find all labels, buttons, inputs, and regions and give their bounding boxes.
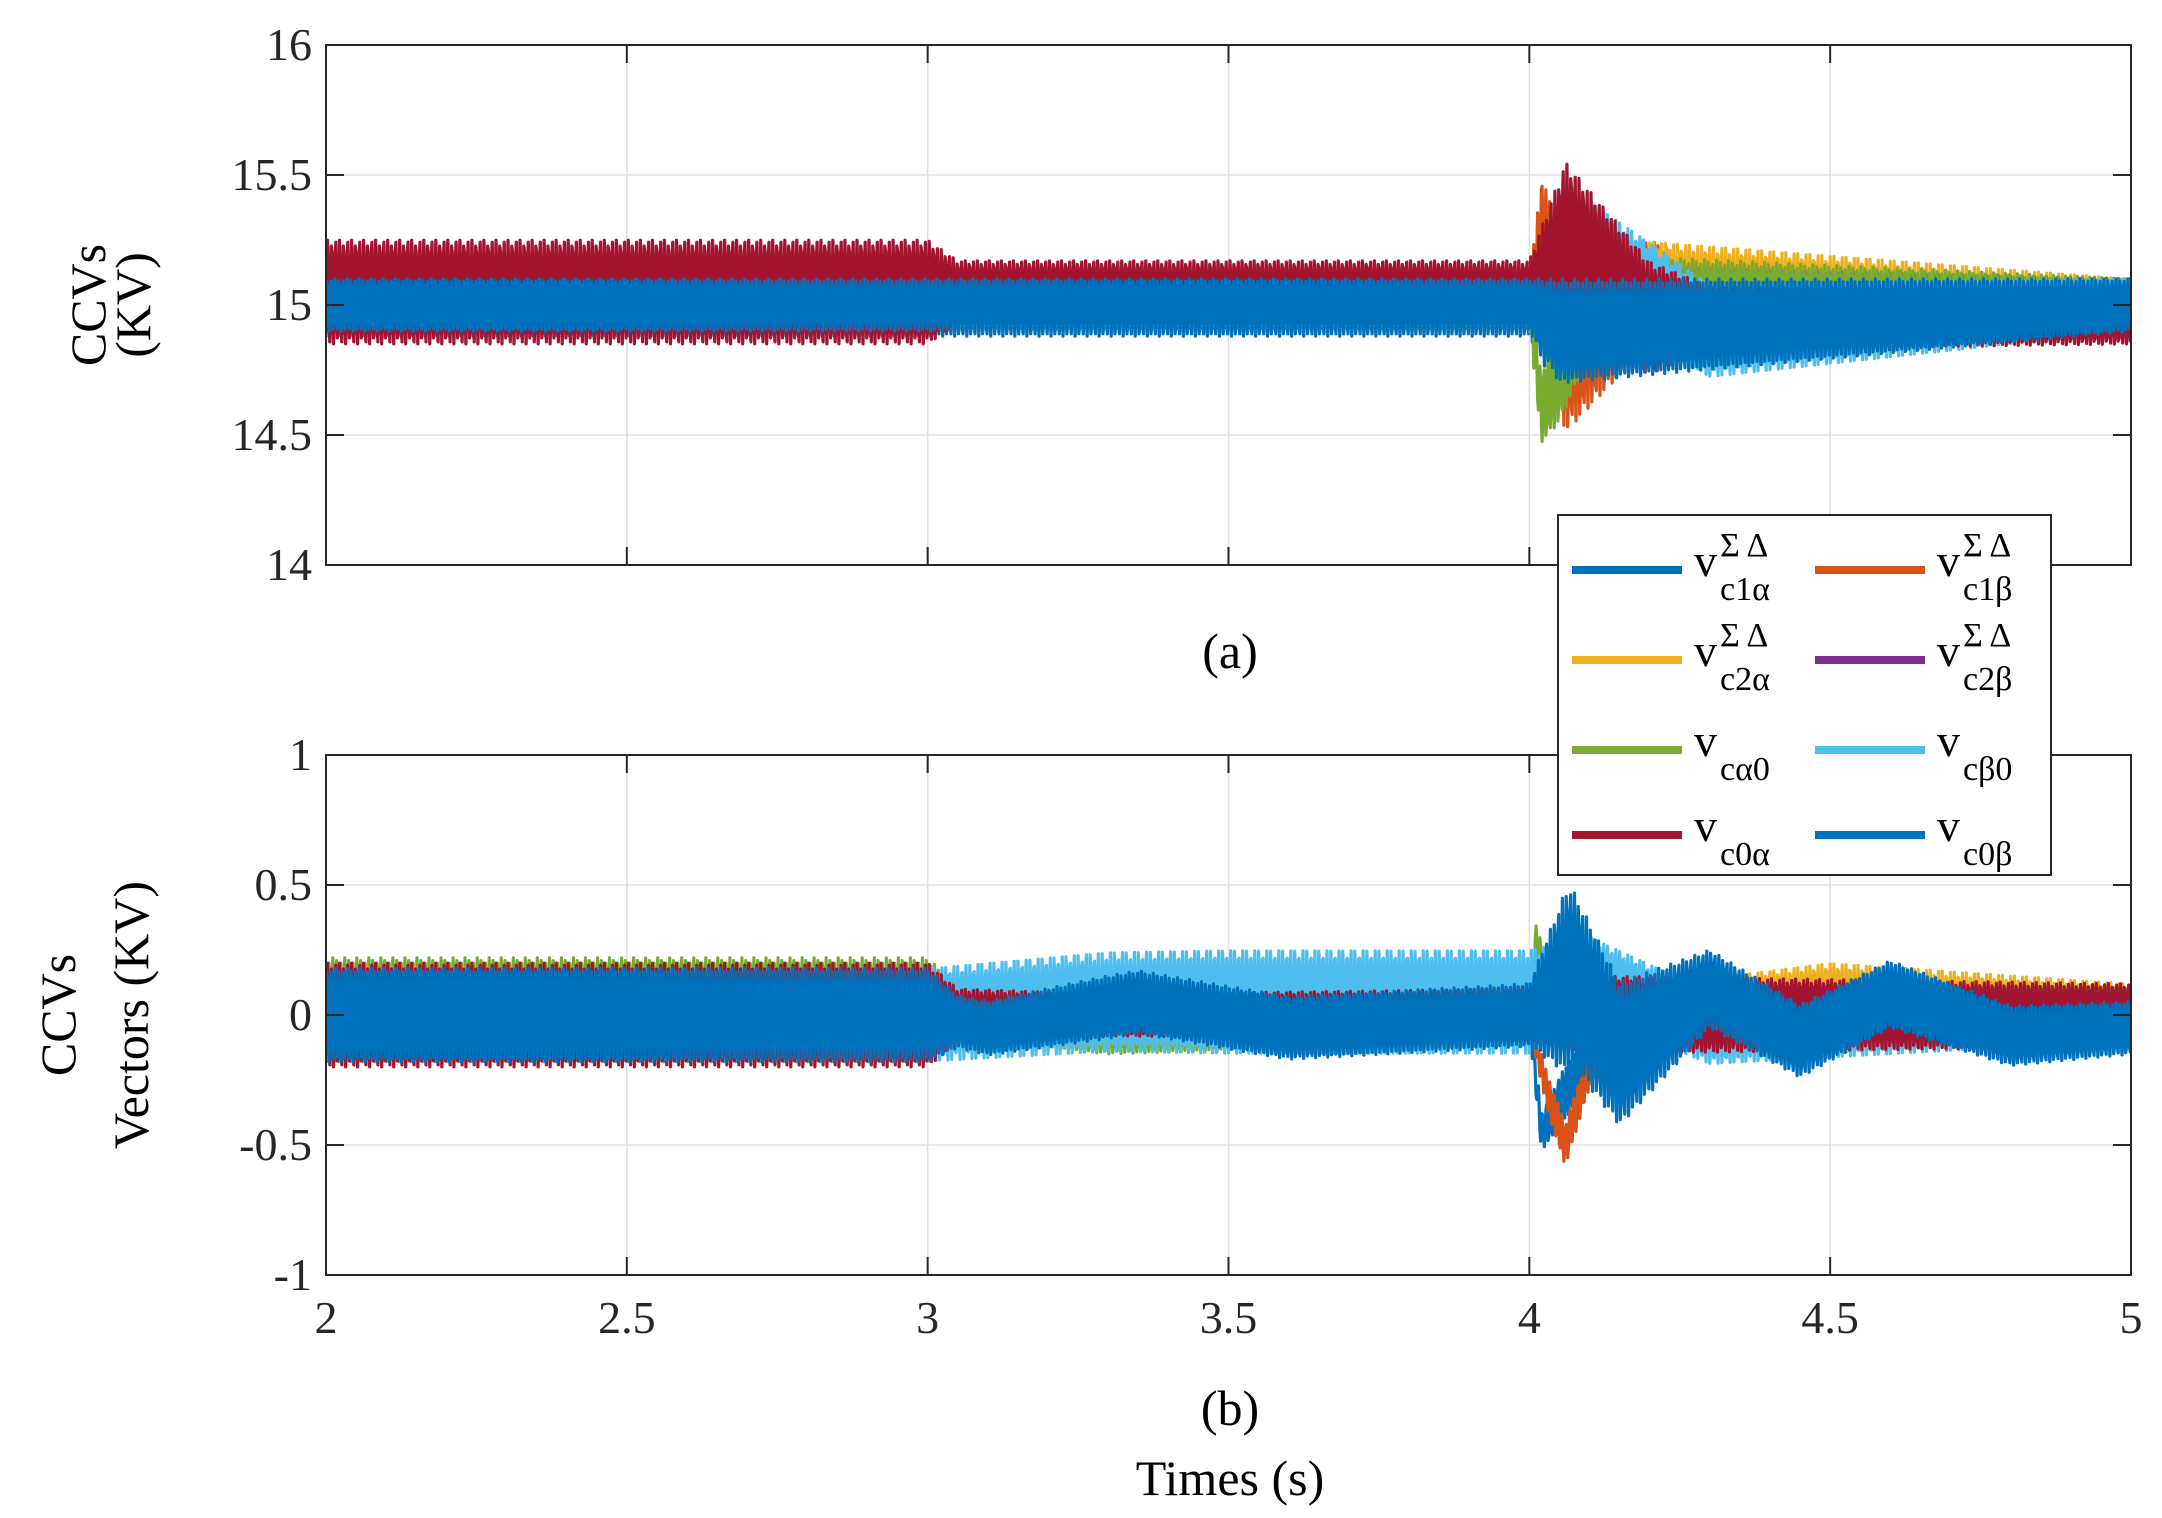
legend-label-2: v: [1694, 625, 1717, 676]
panel-a-series-7: [326, 277, 2131, 384]
panel-b-xtick-label: 4: [1518, 1292, 1541, 1343]
legend-label-0: v: [1694, 535, 1717, 586]
panel-b-xtick-label: 3.5: [1200, 1292, 1258, 1343]
panel-b-xtick-label: 4.5: [1801, 1292, 1859, 1343]
legend-label-1: v: [1937, 535, 1960, 586]
panel-a-ytick-label: 16: [266, 19, 312, 70]
panel-b-ticks: 2 2.5 3 3.5 4 4.5 5 -1 -0.5 0 0.5 1: [239, 729, 2142, 1343]
panel-a-caption: (a): [1202, 623, 1258, 679]
panel-b-xtick-label: 2.5: [598, 1292, 656, 1343]
legend-sub-3: c2β: [1963, 661, 2012, 698]
legend-label-4: v: [1694, 715, 1717, 766]
panel-a-ylabel-line2: (KV): [105, 252, 161, 358]
panel-b-ylabel-line2: Vectors (KV): [103, 881, 159, 1149]
legend-sub-4: cα0: [1720, 751, 1770, 788]
panel-a-ylabel-line1: CCVs: [60, 244, 116, 366]
panel-b-ytick-label: 1: [289, 729, 312, 780]
legend-sub-1: c1β: [1963, 571, 2012, 608]
panel-b-ytick-label: -1: [274, 1249, 312, 1300]
panel-b-caption: (b): [1201, 1380, 1259, 1436]
legend-label-5: v: [1937, 715, 1960, 766]
panel-b-xlabel: Times (s): [1136, 1450, 1324, 1506]
panel-a-ytick-label: 14.5: [232, 409, 313, 460]
legend-sup-3: Σ Δ: [1963, 617, 2011, 654]
panel-b-xtick-label: 2: [315, 1292, 338, 1343]
legend-sub-6: c0α: [1720, 836, 1770, 873]
legend-sup-0: Σ Δ: [1720, 527, 1768, 564]
legend-box: [1557, 514, 2052, 876]
legend-sup-1: Σ Δ: [1963, 527, 2011, 564]
panel-a-ytick-label: 15.5: [232, 149, 313, 200]
panel-a-ytick-label: 15: [266, 279, 312, 330]
panel-b-ytick-label: -0.5: [239, 1119, 312, 1170]
panel-b-ytick-label: 0: [289, 989, 312, 1040]
panel-a-ytick-label: 14: [266, 539, 312, 590]
panel-a: 14 14.5 15 15.5 16 CCVs (KV) (a): [60, 19, 2132, 679]
legend-sub-0: c1α: [1720, 571, 1770, 608]
panel-b-series: [326, 891, 2131, 1163]
legend-label-6: v: [1694, 800, 1717, 851]
panel-a-ticks: 14 14.5 15 15.5 16: [232, 19, 2132, 590]
legend-label-7: v: [1937, 800, 1960, 851]
legend-sub-2: c2α: [1720, 661, 1770, 698]
legend-sub-5: cβ0: [1963, 751, 2012, 788]
legend-sub-7: c0β: [1963, 836, 2012, 873]
panel-a-series: [326, 162, 2131, 443]
panel-b-ylabel-line1: CCVs: [30, 954, 86, 1076]
panel-b-xtick-label: 3: [916, 1292, 939, 1343]
panel-b-ytick-label: 0.5: [255, 859, 313, 910]
legend-sup-2: Σ Δ: [1720, 617, 1768, 654]
panel-b-series-7: [326, 891, 2131, 1124]
legend-label-3: v: [1937, 625, 1960, 676]
panel-b-xtick-label: 5: [2120, 1292, 2143, 1343]
